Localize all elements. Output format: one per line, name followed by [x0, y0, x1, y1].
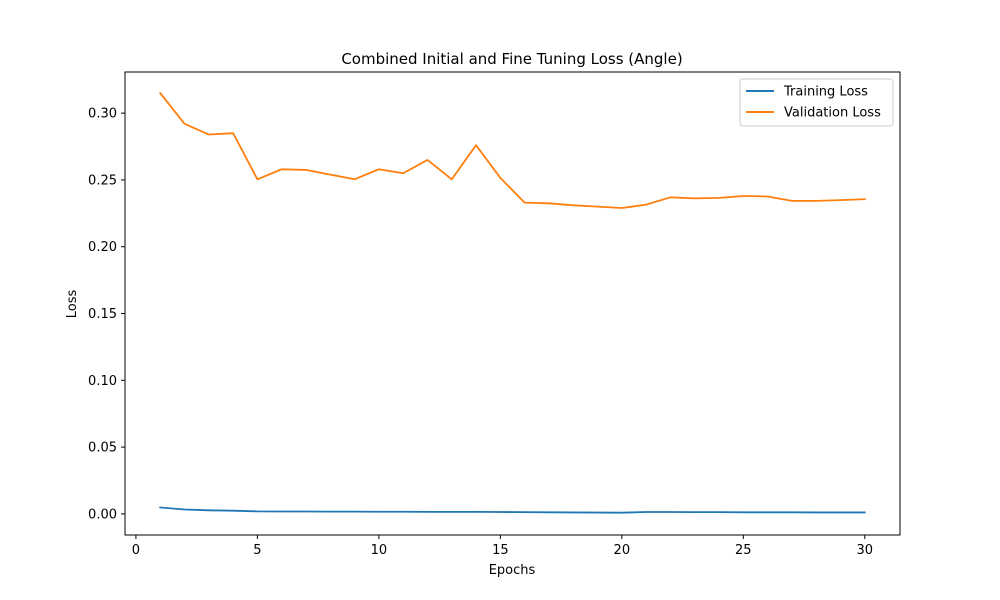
- y-tick-label: 0.20: [88, 240, 117, 255]
- y-tick-label: 0.00: [88, 507, 117, 522]
- x-tick-label: 20: [614, 543, 631, 558]
- y-tick-label: 0.15: [88, 307, 117, 322]
- legend-label-training-loss: Training Loss: [783, 85, 868, 100]
- x-tick-label: 15: [492, 543, 509, 558]
- series-line-training-loss: [159, 506, 866, 514]
- x-tick-label: 30: [856, 543, 873, 558]
- series-line-validation-loss: [158, 91, 866, 209]
- series-layer: [158, 91, 866, 514]
- y-tick-label: 0.30: [88, 107, 117, 122]
- y-tick-label: 0.10: [88, 374, 117, 389]
- y-axis-ticks: 0.00 0.05 0.10 0.15 0.20 0.25 0.30: [88, 107, 125, 522]
- plot-area: [124, 71, 901, 536]
- y-axis-label: Loss: [65, 290, 80, 319]
- y-tick-label: 0.05: [88, 441, 117, 456]
- x-tick-label: 25: [735, 543, 752, 558]
- x-axis-ticks: 0 5 10 15 20 25 30: [132, 535, 873, 558]
- legend-label-validation-loss: Validation Loss: [784, 106, 881, 121]
- x-tick-label: 0: [132, 543, 140, 558]
- y-tick-label: 0.25: [88, 173, 117, 188]
- legend: Training Loss Validation Loss: [739, 78, 894, 127]
- x-tick-label: 5: [253, 543, 261, 558]
- legend-box: [739, 78, 894, 127]
- x-tick-label: 10: [371, 543, 388, 558]
- plot-frame: [124, 71, 901, 536]
- x-axis-label: Epochs: [489, 563, 536, 578]
- chart-title: Combined Initial and Fine Tuning Loss (A…: [341, 50, 682, 68]
